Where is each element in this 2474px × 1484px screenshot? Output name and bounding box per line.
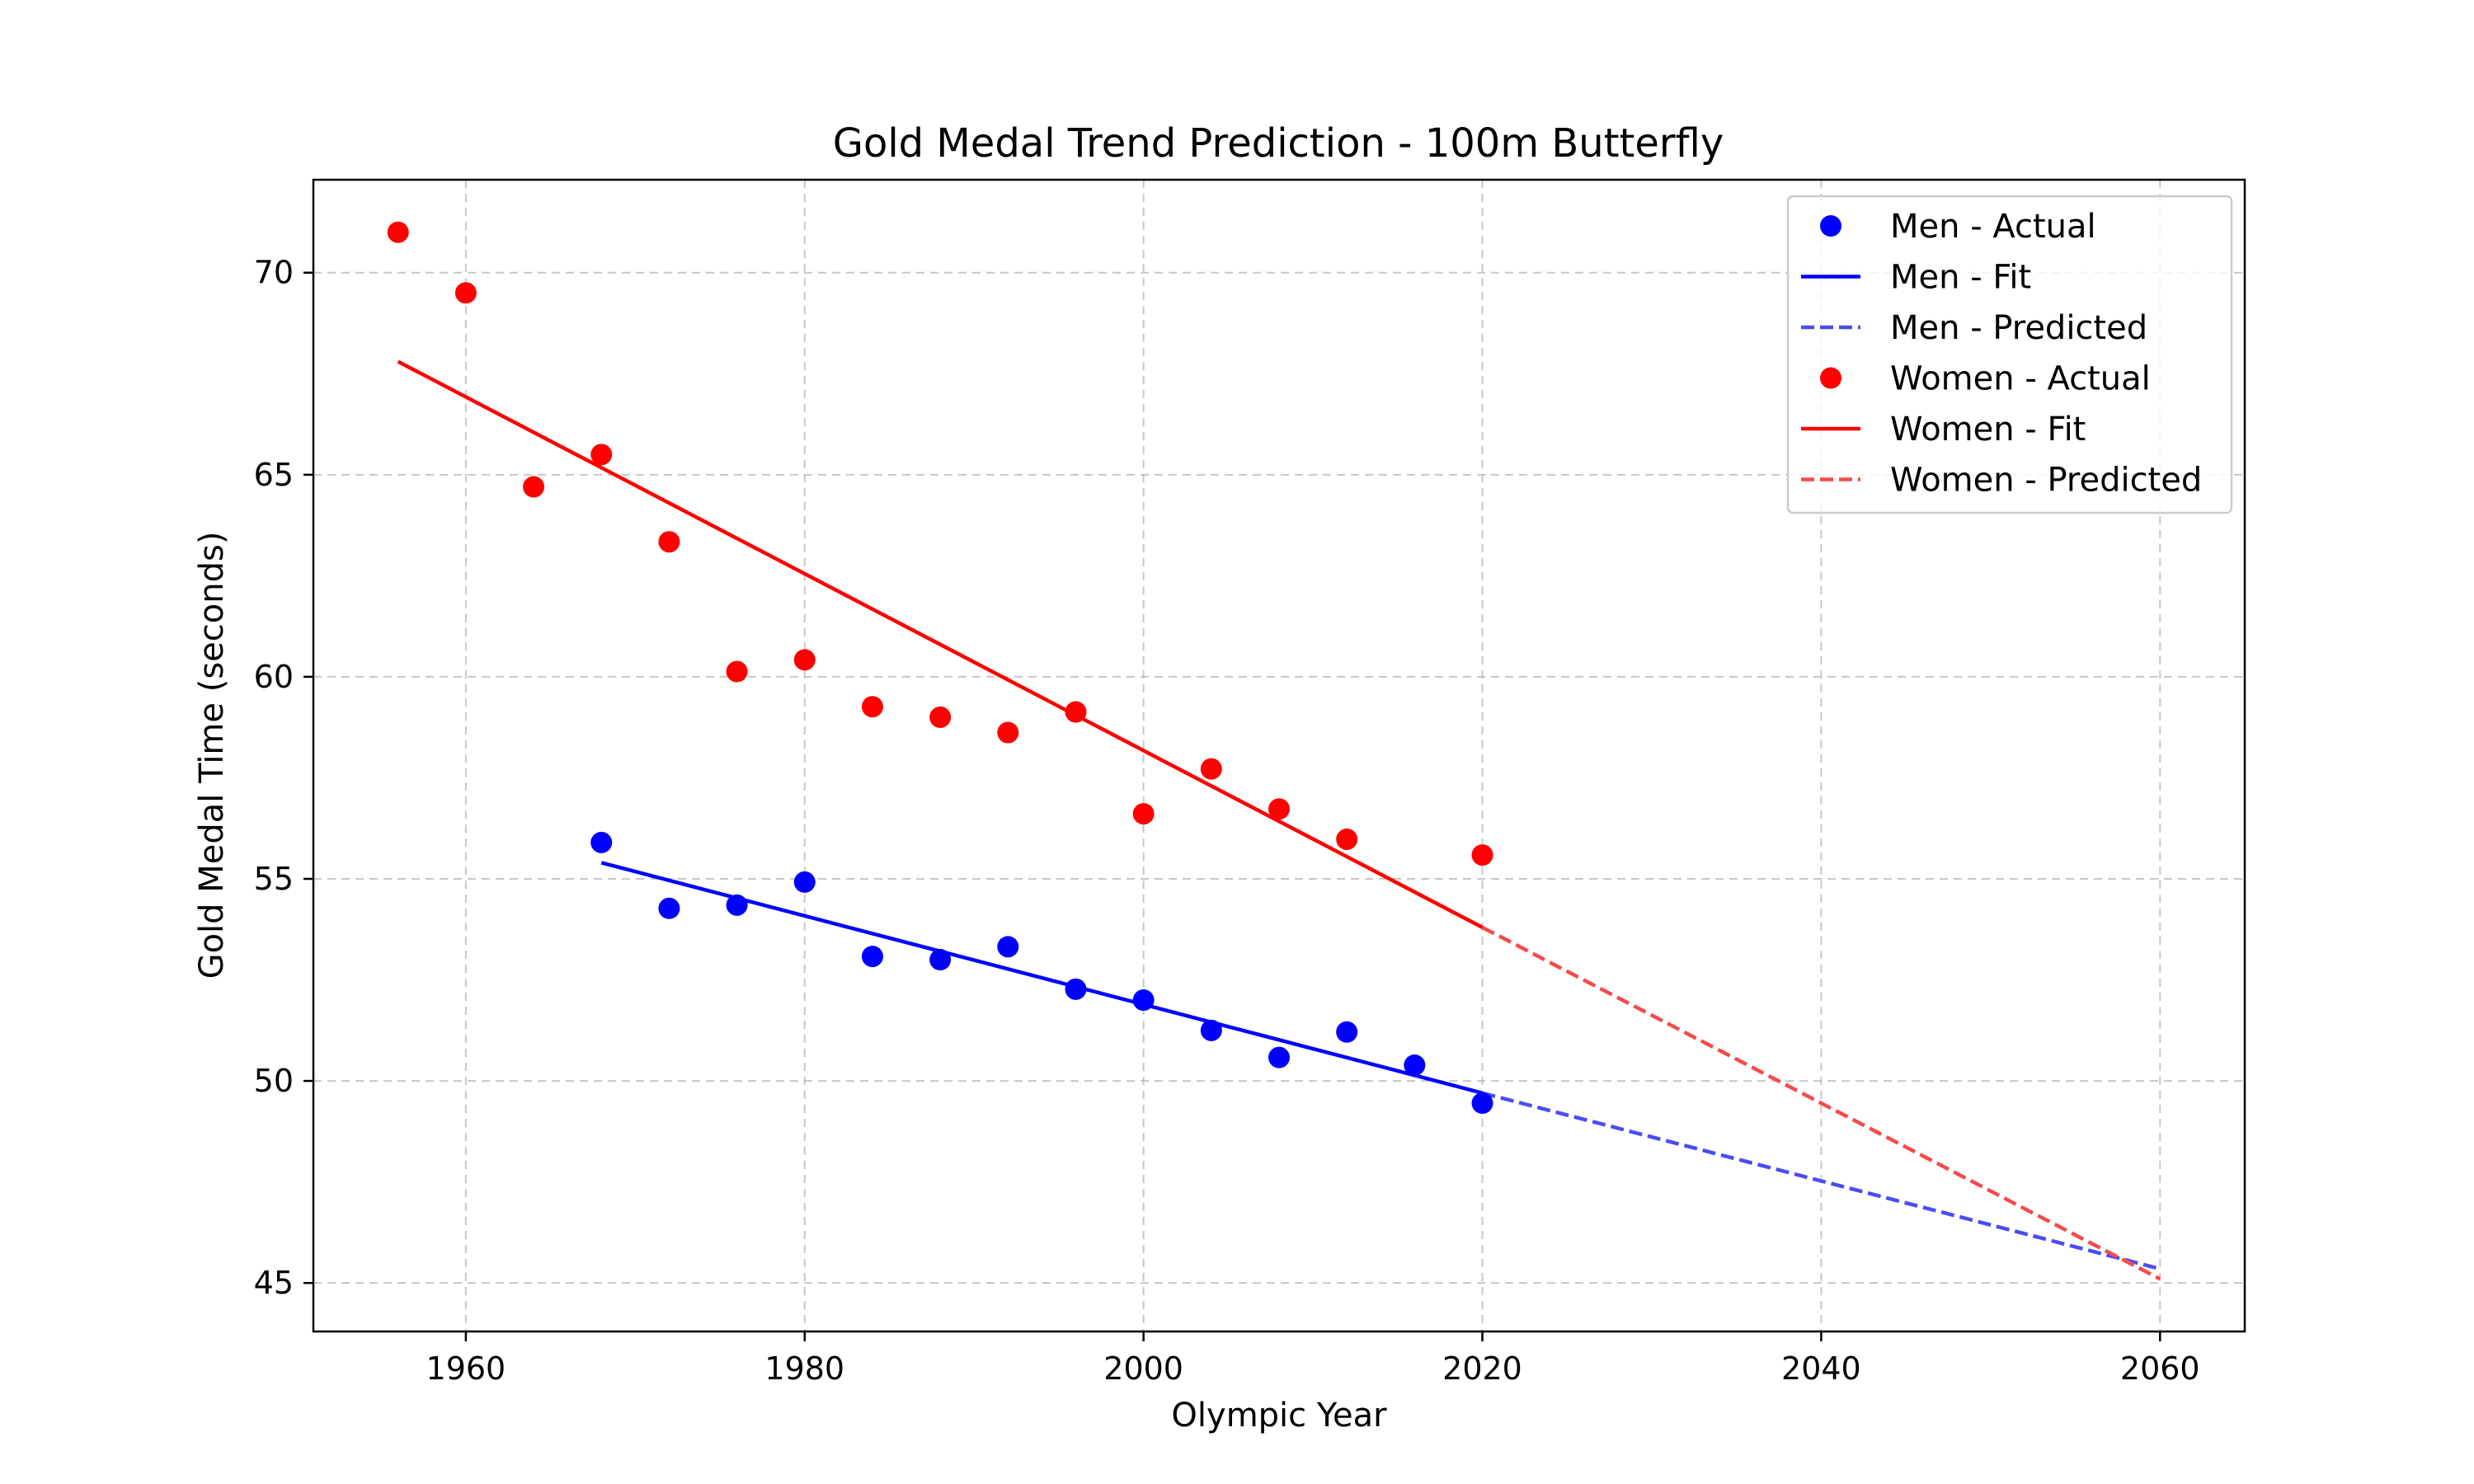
- x-tick-label: 2000: [1103, 1350, 1183, 1387]
- women-predicted-line: [1481, 925, 2161, 1281]
- women-actual-point: [387, 221, 409, 243]
- men-actual-point: [997, 936, 1019, 958]
- women-actual-point: [793, 649, 816, 671]
- women-fit-line: [397, 359, 1484, 929]
- women-actual-point: [454, 282, 477, 304]
- chart-title: Gold Medal Trend Prediction - 100m Butte…: [833, 120, 1724, 167]
- women-actual-point: [523, 476, 545, 498]
- legend-label-men-fit: Men - Fit: [1890, 259, 2031, 297]
- women-actual-point: [590, 444, 613, 466]
- men-actual-point: [929, 949, 952, 971]
- y-tick-label: 50: [254, 1063, 294, 1099]
- legend-label-men-actual: Men - Actual: [1890, 208, 2096, 246]
- men-actual-point: [1065, 978, 1087, 1000]
- legend: Men - Actual Men - Fit Men - Predicted Wome…: [1786, 195, 2233, 514]
- x-tick-label: 1960: [426, 1350, 506, 1387]
- y-tick-label: 65: [254, 457, 294, 493]
- women-actual-point: [997, 721, 1019, 744]
- men-actual-point: [1268, 1046, 1290, 1068]
- men-actual-point: [1471, 1092, 1493, 1115]
- men-actual-point: [1336, 1021, 1358, 1043]
- legend-label-men-predicted: Men - Predicted: [1890, 309, 2147, 347]
- lines-layer: [397, 359, 2161, 1281]
- men-predicted-line: [1481, 1091, 2161, 1271]
- legend-box: [1786, 195, 2233, 514]
- men-actual-point: [1404, 1054, 1426, 1076]
- y-axis-label: Gold Medal Time (seconds): [193, 532, 231, 979]
- x-tick-label: 2060: [2120, 1350, 2200, 1387]
- women-actual-point: [658, 531, 680, 553]
- women-actual-point: [1065, 701, 1087, 723]
- legend-label-women-fit: Women - Fit: [1890, 411, 2086, 448]
- women-actual-point: [1471, 844, 1493, 866]
- men-actual-point: [861, 946, 883, 968]
- legend-label-women-actual: Women - Actual: [1890, 360, 2151, 398]
- x-axis-label: Olympic Year: [1171, 1397, 1387, 1435]
- x-axis-ticks: 1960 1980 2000 2020 2040 2060: [426, 1331, 2200, 1387]
- women-actual-point: [726, 660, 748, 683]
- plot-area-frame: [312, 178, 2246, 1333]
- women-actual-point: [929, 706, 952, 728]
- women-actual-point: [1200, 758, 1222, 780]
- men-actual-point: [1132, 989, 1155, 1012]
- grid-layer: [313, 180, 2245, 1331]
- y-tick-label: 55: [254, 861, 294, 897]
- men-actual-point: [658, 897, 680, 919]
- legend-label-women-predicted: Women - Predicted: [1890, 462, 2202, 500]
- men-actual-point: [590, 831, 613, 853]
- women-actual-point: [861, 696, 883, 718]
- men-actual-point: [726, 894, 748, 916]
- women-actual-point: [1132, 803, 1155, 825]
- women-actual-point: [1268, 798, 1290, 820]
- men-actual-point: [793, 871, 816, 893]
- men-actual-point: [1200, 1019, 1222, 1041]
- men-fit-line: [600, 861, 1484, 1095]
- y-tick-label: 45: [254, 1265, 294, 1301]
- points-layer: [387, 221, 1493, 1115]
- x-tick-label: 2040: [1781, 1350, 1861, 1387]
- y-axis-ticks: 45 50 55 60 65 70: [254, 255, 313, 1301]
- legend-swatch-women-actual: [1820, 367, 1841, 389]
- x-tick-label: 2020: [1442, 1350, 1522, 1387]
- y-tick-label: 70: [254, 255, 294, 291]
- women-actual-point: [1336, 828, 1358, 850]
- y-tick-label: 60: [254, 659, 294, 695]
- x-tick-label: 1980: [764, 1350, 844, 1387]
- legend-swatch-men-actual: [1820, 215, 1841, 237]
